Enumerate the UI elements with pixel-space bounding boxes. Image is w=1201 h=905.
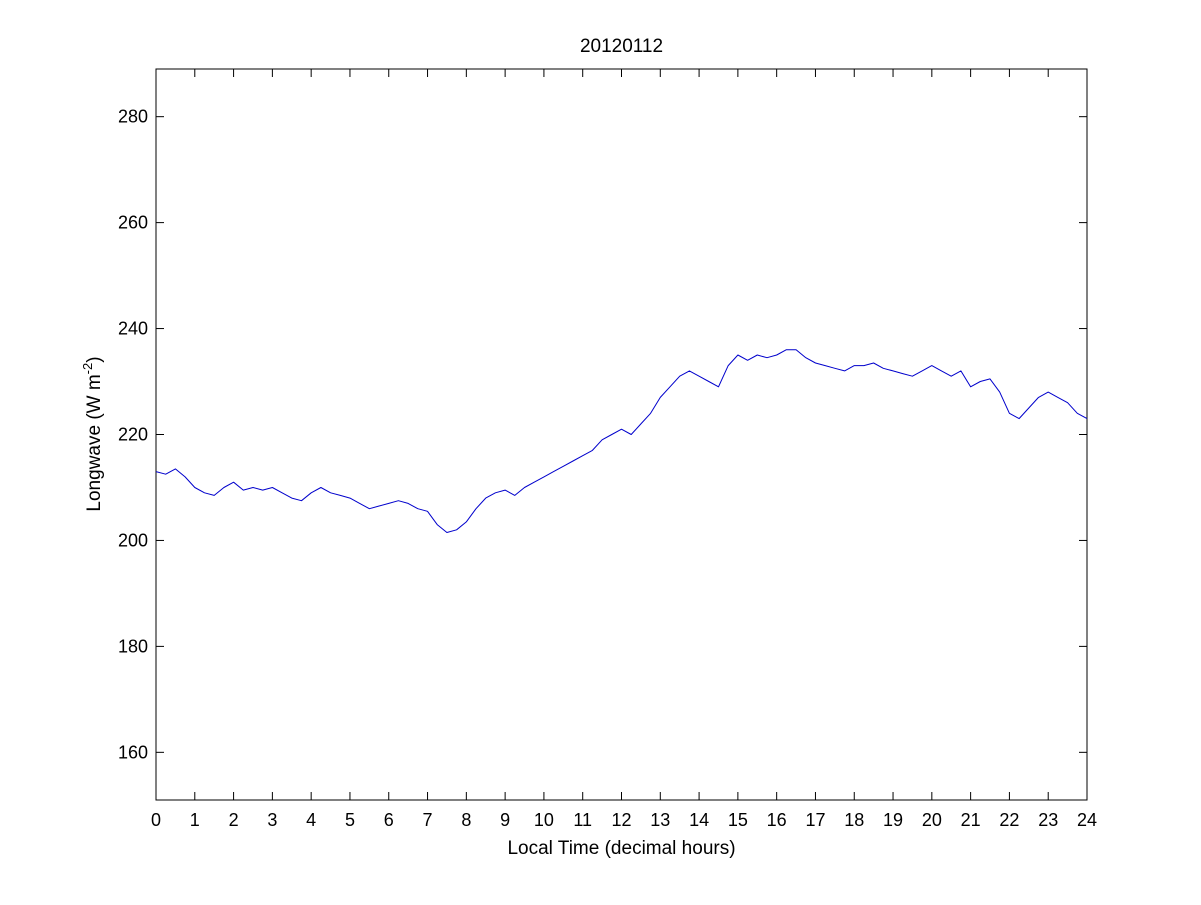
x-tick-label: 1 (190, 810, 200, 830)
y-tick-labels: 160 180 200 220 240 260 280 (118, 107, 148, 763)
y-tick-label: 180 (118, 636, 148, 656)
series-line (155, 349, 1088, 533)
x-tick-label: 17 (805, 810, 825, 830)
x-tick-label: 5 (345, 810, 355, 830)
y-axis-label-prefix: Longwave (W m (84, 374, 105, 511)
x-tick-label: 2 (229, 810, 239, 830)
tick-marks (155, 69, 1088, 800)
x-tick-label: 18 (844, 810, 864, 830)
x-tick-label: 16 (767, 810, 787, 830)
y-tick-label: 240 (118, 319, 148, 339)
x-axis-label: Local Time (decimal hours) (507, 838, 735, 859)
x-tick-label: 9 (500, 810, 510, 830)
x-tick-label: 19 (883, 810, 903, 830)
y-axis-label: Longwave (W m-2) (80, 356, 105, 511)
x-tick-label: 0 (151, 810, 161, 830)
series-layer (155, 349, 1088, 533)
y-tick-label: 200 (118, 530, 148, 550)
x-tick-label: 20 (922, 810, 942, 830)
x-tick-label: 24 (1077, 810, 1097, 830)
y-axis-label-suffix: ) (84, 356, 105, 362)
x-tick-label: 14 (689, 810, 709, 830)
x-tick-label: 15 (728, 810, 748, 830)
x-tick-label: 21 (961, 810, 981, 830)
x-tick-label: 4 (306, 810, 316, 830)
x-tick-label: 8 (461, 810, 471, 830)
x-tick-label: 3 (267, 810, 277, 830)
x-tick-labels: 0 1 2 3 4 5 6 7 8 9 10 11 12 13 14 15 16 17 18 19 20 21 22 23 24 (151, 810, 1097, 830)
x-tick-label: 6 (384, 810, 394, 830)
x-tick-label: 10 (534, 810, 554, 830)
y-tick-label: 280 (118, 107, 148, 127)
x-tick-label: 22 (999, 810, 1019, 830)
plot-area (155, 68, 1088, 801)
y-tick-label: 220 (118, 425, 148, 445)
x-tick-label: 7 (423, 810, 433, 830)
y-tick-label: 160 (118, 742, 148, 762)
chart-title: 20120112 (580, 36, 663, 57)
x-tick-label: 23 (1038, 810, 1058, 830)
x-tick-label: 11 (573, 810, 592, 830)
y-tick-label: 260 (118, 213, 148, 233)
x-tick-label: 12 (611, 810, 631, 830)
x-tick-label: 13 (650, 810, 670, 830)
y-axis-label-superscript: -2 (80, 363, 95, 375)
